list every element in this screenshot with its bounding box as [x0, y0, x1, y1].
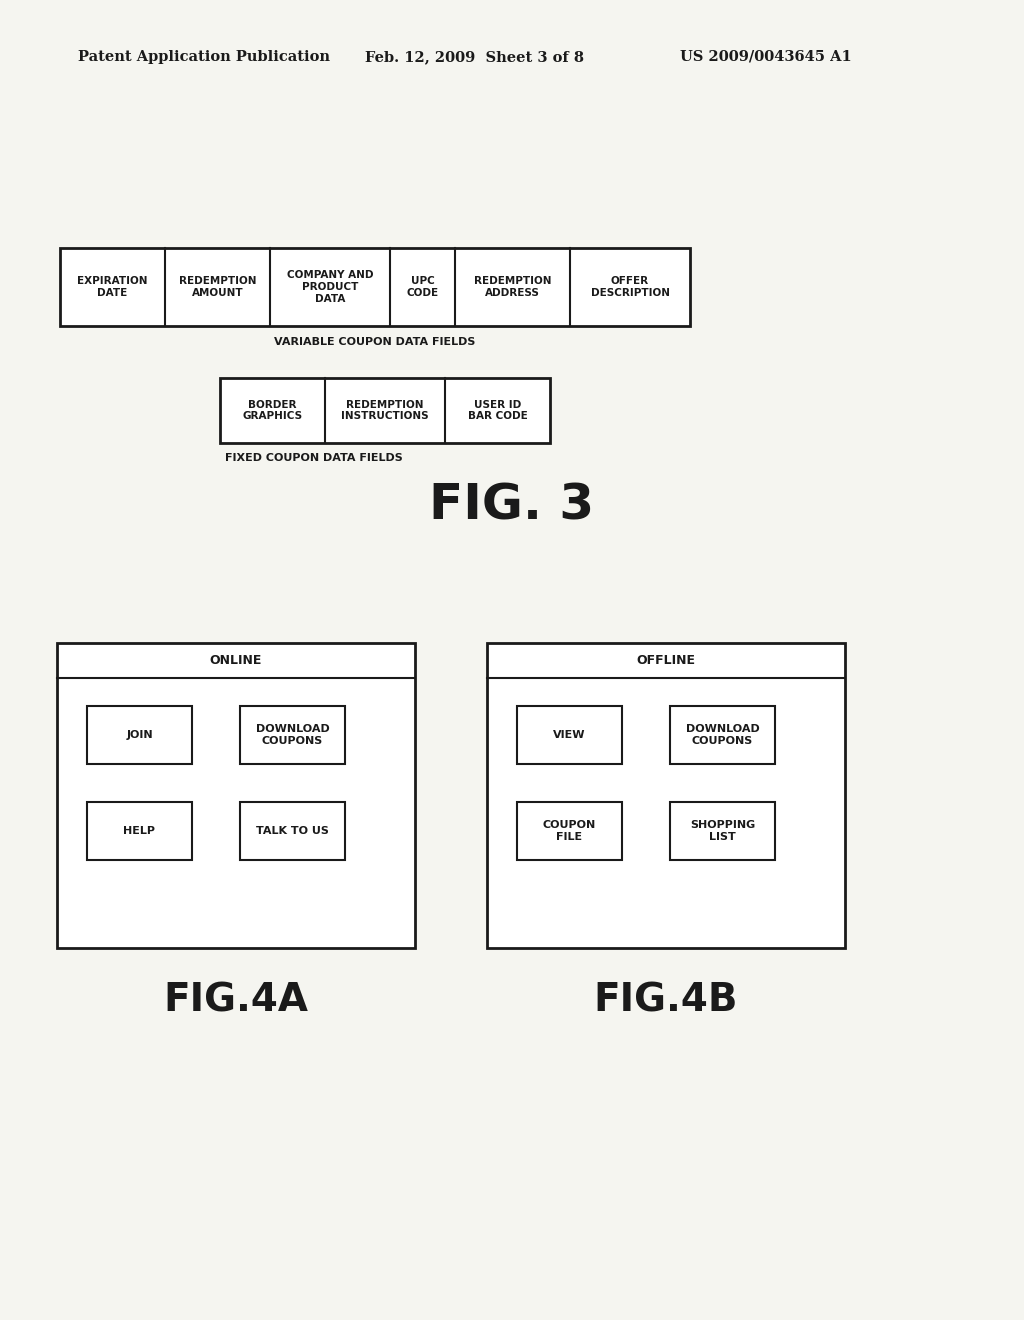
Text: REDEMPTION
AMOUNT: REDEMPTION AMOUNT: [179, 276, 256, 298]
Text: EXPIRATION
DATE: EXPIRATION DATE: [77, 276, 147, 298]
Text: OFFER
DESCRIPTION: OFFER DESCRIPTION: [591, 276, 670, 298]
Text: FIG. 3: FIG. 3: [429, 480, 595, 529]
Text: FIG.4B: FIG.4B: [594, 981, 738, 1019]
Bar: [487, 643, 845, 948]
Text: DOWNLOAD
COUPONS: DOWNLOAD COUPONS: [686, 725, 760, 746]
Text: VIEW: VIEW: [553, 730, 586, 741]
Text: VARIABLE COUPON DATA FIELDS: VARIABLE COUPON DATA FIELDS: [274, 337, 476, 347]
Bar: [87, 706, 193, 764]
Bar: [517, 706, 622, 764]
Text: REDEMPTION
ADDRESS: REDEMPTION ADDRESS: [474, 276, 551, 298]
Text: Feb. 12, 2009  Sheet 3 of 8: Feb. 12, 2009 Sheet 3 of 8: [365, 50, 584, 63]
Bar: [517, 803, 622, 861]
Text: BORDER
GRAPHICS: BORDER GRAPHICS: [243, 400, 302, 421]
Bar: [670, 803, 775, 861]
Bar: [240, 803, 345, 861]
Text: UPC
CODE: UPC CODE: [407, 276, 438, 298]
Text: FIXED COUPON DATA FIELDS: FIXED COUPON DATA FIELDS: [225, 453, 402, 463]
Text: COUPON
FILE: COUPON FILE: [543, 820, 596, 842]
Text: USER ID
BAR CODE: USER ID BAR CODE: [468, 400, 527, 421]
Text: US 2009/0043645 A1: US 2009/0043645 A1: [680, 50, 852, 63]
Text: OFFLINE: OFFLINE: [637, 653, 695, 667]
Bar: [670, 706, 775, 764]
Bar: [240, 706, 345, 764]
Text: DOWNLOAD
COUPONS: DOWNLOAD COUPONS: [256, 725, 330, 746]
Bar: [87, 803, 193, 861]
Text: JOIN: JOIN: [126, 730, 153, 741]
Text: HELP: HELP: [124, 826, 156, 836]
Text: FIG.4A: FIG.4A: [164, 981, 308, 1019]
Text: REDEMPTION
INSTRUCTIONS: REDEMPTION INSTRUCTIONS: [341, 400, 429, 421]
Text: ONLINE: ONLINE: [210, 653, 262, 667]
Bar: [57, 643, 415, 948]
Text: Patent Application Publication: Patent Application Publication: [78, 50, 330, 63]
Bar: [220, 378, 550, 444]
Text: SHOPPING
LIST: SHOPPING LIST: [690, 820, 755, 842]
Text: COMPANY AND
PRODUCT
DATA: COMPANY AND PRODUCT DATA: [287, 271, 374, 304]
Text: TALK TO US: TALK TO US: [256, 826, 329, 836]
Bar: [60, 248, 690, 326]
